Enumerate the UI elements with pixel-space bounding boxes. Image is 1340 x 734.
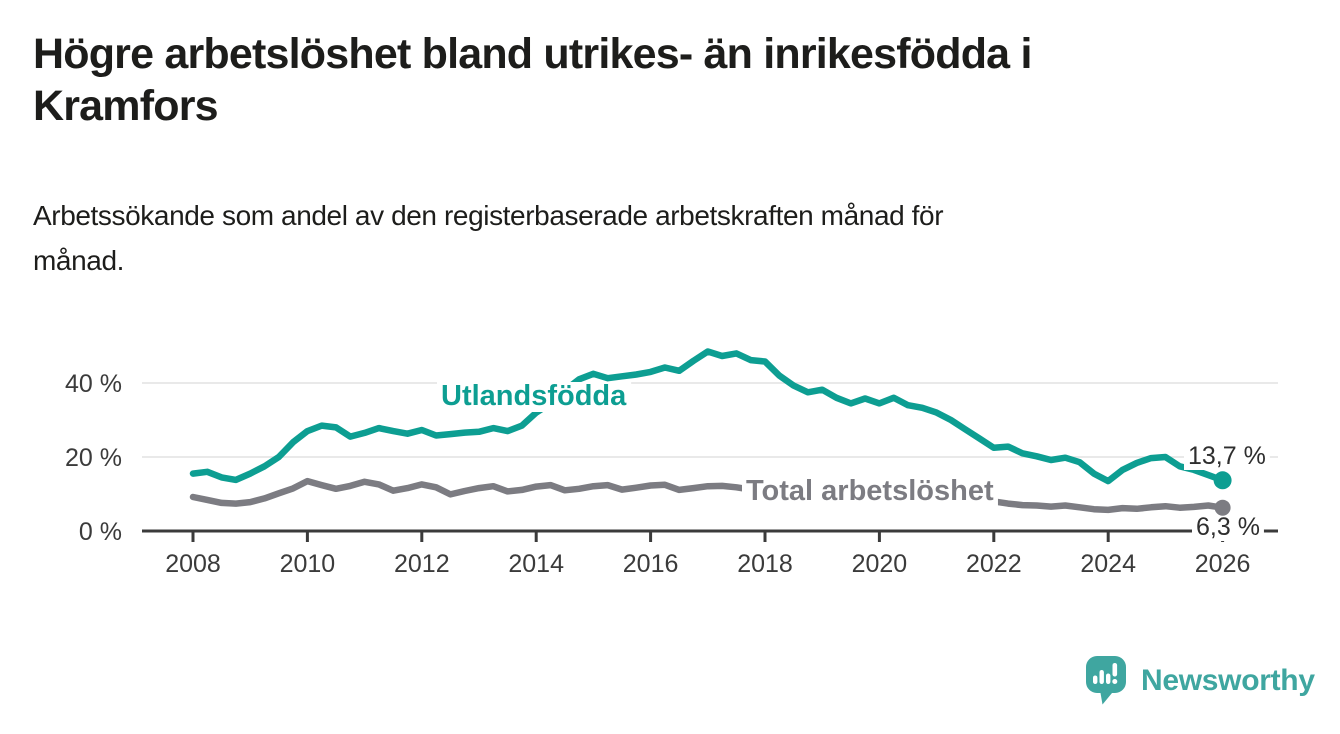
x-tick-label-2018: 2018 (737, 550, 793, 578)
newsworthy-speech-bubble-chart-icon (1086, 656, 1126, 705)
chart-title: Högre arbetslöshet bland utrikes- än inr… (33, 28, 1273, 133)
chart-canvas: 2008 2010 2012 2014 2016 2018 2020 2022 2024 2026… (65, 348, 1278, 578)
y-tick-label-0: 0 % (79, 518, 122, 546)
series-line-utlandsfodda (189, 348, 1226, 485)
bar-icon-2 (1099, 670, 1104, 684)
series-line-total-arbetsloshet (189, 477, 1226, 514)
bar-icon-3 (1106, 673, 1111, 684)
newsworthy-logo: Newsworthy (1086, 656, 1315, 706)
series-label-total-arbetsloshet: Total arbetslöshet (746, 475, 994, 507)
x-tick-label-2022: 2022 (966, 550, 1022, 578)
exclamation-bar-icon (1112, 663, 1118, 677)
value-label-total-arbetsloshet: 6,3 % (1196, 513, 1260, 541)
x-tick-label-2008: 2008 (165, 550, 221, 578)
chart-title-line2: Kramfors (33, 82, 219, 131)
value-label-utlandsfodda-halo (1184, 444, 1270, 470)
bar-icon-1 (1093, 675, 1098, 684)
chart-title-line1: Högre arbetslöshet bland utrikes- än inr… (33, 30, 1032, 78)
x-tick-label-2014: 2014 (508, 550, 564, 578)
x-tick-label-2010: 2010 (280, 550, 336, 578)
x-tick-label-2024: 2024 (1080, 550, 1136, 578)
y-tick-label-40: 40 % (65, 370, 122, 398)
series-label-total-arbetsloshet-halo (742, 477, 998, 507)
newsworthy-logo-text: Newsworthy (1141, 664, 1315, 697)
value-label-total-arbetsloshet-halo (1192, 515, 1264, 541)
series-label-utlandsfodda-halo (437, 382, 632, 412)
chart-subtitle-line2: månad. (33, 244, 124, 276)
end-dot-total-arbetsloshet (1214, 499, 1231, 516)
exclamation-dot-icon (1112, 679, 1118, 684)
y-tick-label-20: 20 % (65, 444, 122, 472)
value-label-utlandsfodda: 13,7 % (1188, 442, 1266, 470)
x-tick-label-2016: 2016 (623, 550, 679, 578)
chart-subtitle: Arbetssökande som andel av den registerb… (33, 194, 1273, 284)
end-dot-utlandsfodda (1213, 471, 1232, 490)
chart-subtitle-line1: Arbetssökande som andel av den registerb… (33, 200, 944, 231)
series-label-utlandsfodda: Utlandsfödda (441, 380, 627, 412)
x-tick-label-2026: 2026 (1195, 550, 1251, 578)
x-tick-label-2012: 2012 (394, 550, 450, 578)
x-tick-label-2020: 2020 (852, 550, 908, 578)
